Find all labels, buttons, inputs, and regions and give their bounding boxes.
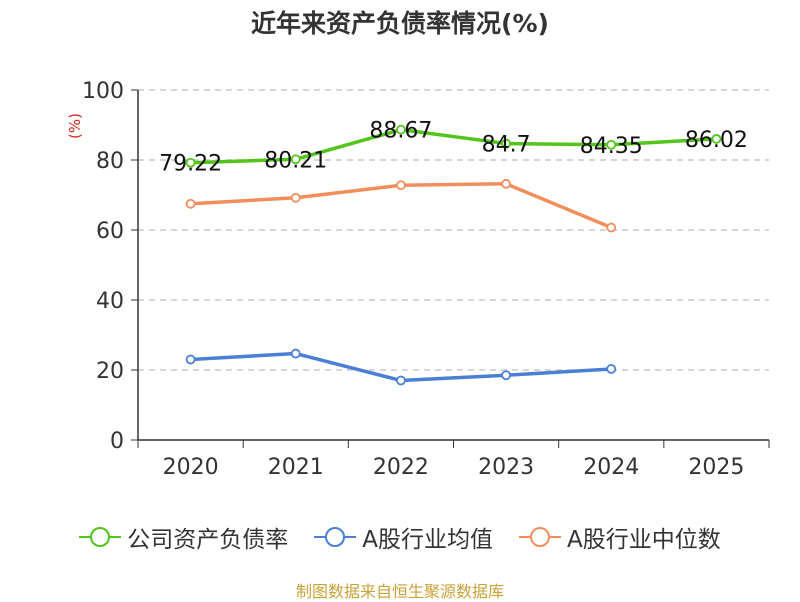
source-note: 制图数据来自恒生聚源数据库 [295, 582, 504, 601]
legend-swatch-industry-median [519, 527, 561, 547]
legend-item-industry-mean[interactable]: A股行业均值 [314, 520, 493, 554]
legend-label-industry-mean: A股行业均值 [362, 527, 493, 553]
series-line [190, 127, 717, 165]
data-point [606, 139, 617, 150]
data-label: 80.21 [264, 148, 327, 173]
chart-title: 近年来资产负债率情况(%) [251, 9, 549, 38]
y-tick-label: 0 [110, 429, 124, 454]
data-point [290, 154, 301, 165]
x-tick-label: 2020 [163, 455, 219, 480]
y-tick-label: 40 [96, 289, 124, 314]
data-point [501, 138, 511, 149]
data-point [711, 134, 722, 144]
x-tick-label: 2022 [373, 455, 429, 480]
y-axis-label: (%) [66, 113, 84, 139]
data-label: 79.22 [159, 152, 222, 177]
data-point [501, 178, 511, 189]
data-label: 86.02 [685, 128, 748, 153]
x-tick-label: 2021 [268, 455, 324, 480]
legend-label-company: 公司资产负债率 [127, 527, 289, 553]
legend-item-industry-median[interactable]: A股行业中位数 [519, 520, 721, 554]
y-tick-label: 60 [96, 219, 124, 244]
x-tick-label: 2024 [583, 455, 639, 480]
data-point [185, 157, 196, 168]
data-point [290, 348, 301, 359]
y-tick-label: 100 [82, 79, 124, 104]
x-tick-label: 2025 [688, 455, 744, 480]
y-tick-label: 80 [96, 149, 124, 174]
data-point [185, 354, 196, 365]
data-point [606, 222, 617, 233]
y-tick-label: 20 [96, 359, 124, 384]
data-label: 84.7 [482, 133, 531, 158]
data-point [396, 124, 406, 135]
legend: 公司资产负债率 A股行业均值 A股行业中位数 [0, 520, 800, 554]
data-point [185, 198, 196, 209]
data-point [290, 192, 301, 203]
legend-label-industry-median: A股行业中位数 [567, 527, 721, 553]
data-point [606, 364, 617, 374]
legend-swatch-company [79, 527, 122, 547]
legend-item-company[interactable]: 公司资产负债率 [79, 520, 288, 554]
series-line [190, 182, 612, 230]
data-point [396, 180, 406, 191]
x-tick-label: 2023 [478, 455, 534, 480]
data-point [501, 370, 511, 381]
data-label: 84.35 [580, 134, 643, 159]
data-label: 88.67 [369, 119, 432, 144]
data-point [396, 375, 406, 386]
legend-swatch-industry-mean [314, 527, 357, 547]
